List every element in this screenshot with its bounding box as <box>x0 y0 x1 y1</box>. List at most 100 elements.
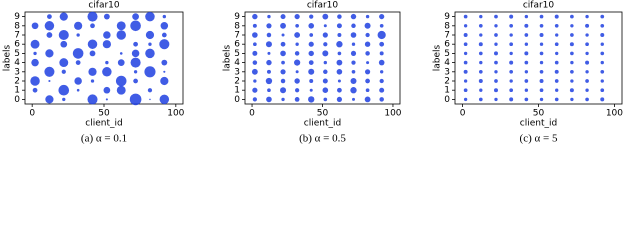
bubble <box>102 67 112 77</box>
bubble <box>30 39 40 49</box>
y-tick-label: 2 <box>444 77 450 87</box>
bubble <box>308 60 314 65</box>
bubble <box>554 14 559 19</box>
bubble <box>323 97 328 102</box>
bubble <box>365 88 370 93</box>
bubble <box>322 78 328 84</box>
bubble <box>30 76 40 86</box>
bubble <box>365 14 370 19</box>
bubble <box>364 96 371 103</box>
bubble <box>494 97 498 102</box>
bubble <box>509 60 514 65</box>
bubble <box>33 51 37 56</box>
bubble <box>74 77 82 85</box>
bubble <box>524 60 529 65</box>
bubble <box>87 39 98 49</box>
bubble <box>379 97 384 102</box>
bubble <box>280 69 286 75</box>
bubble <box>103 13 110 20</box>
y-tick-label: 8 <box>234 21 240 31</box>
bubble <box>337 33 342 37</box>
bubble <box>87 11 98 22</box>
bubble <box>463 88 468 93</box>
chart-title: cifar10 <box>307 1 339 11</box>
x-tick-label: 50 <box>317 109 329 119</box>
y-tick-label: 7 <box>234 31 240 41</box>
chart-title: cifar10 <box>88 1 120 11</box>
bubble <box>103 86 111 94</box>
x-tick-label: 0 <box>29 109 35 119</box>
bubble <box>266 69 271 74</box>
bubble <box>570 51 574 56</box>
bubble <box>281 60 285 65</box>
bubble <box>294 14 300 20</box>
bubble <box>570 14 574 19</box>
bubble <box>377 30 386 40</box>
bubble <box>131 49 140 58</box>
bubble <box>132 13 139 20</box>
y-tick-label: 4 <box>234 58 240 68</box>
bubble <box>47 14 52 19</box>
bubble <box>252 23 257 28</box>
y-tick-label: 6 <box>14 40 20 50</box>
bubble <box>554 42 559 47</box>
bubble <box>90 79 95 83</box>
bubble <box>160 76 169 86</box>
bubble <box>539 14 544 19</box>
bubble <box>322 87 329 94</box>
bubble <box>265 41 272 48</box>
bubble <box>463 69 468 74</box>
bubble <box>88 67 97 76</box>
bubble <box>280 41 286 47</box>
x-axis-label: client_id <box>85 119 122 129</box>
y-tick-label: 3 <box>14 67 20 77</box>
bubble <box>308 50 314 57</box>
bubble <box>570 97 574 102</box>
bubble <box>524 33 529 37</box>
bubble <box>539 69 544 74</box>
bubble <box>351 60 356 65</box>
bubble <box>337 51 342 56</box>
bubble <box>585 79 589 83</box>
bubble <box>524 97 529 102</box>
y-tick-label: 0 <box>14 95 20 105</box>
bubble <box>600 33 605 37</box>
bubble <box>72 48 84 59</box>
bubble <box>60 40 68 48</box>
bubble <box>252 50 258 56</box>
y-tick-label: 8 <box>14 21 20 31</box>
bubble <box>463 24 468 28</box>
bubble <box>478 79 483 83</box>
bubble <box>524 79 529 83</box>
bubble <box>294 78 300 84</box>
bubble <box>479 33 483 37</box>
bubble <box>133 78 138 84</box>
bubble <box>44 21 55 31</box>
bubble <box>350 32 357 38</box>
bubble <box>253 42 257 47</box>
bubble <box>494 88 498 93</box>
bubble <box>337 87 342 93</box>
bubble <box>323 42 328 47</box>
bubble <box>252 87 258 93</box>
x-tick-label: 100 <box>384 109 401 119</box>
bubble <box>585 33 589 37</box>
x-tick-label: 100 <box>606 109 623 119</box>
y-tick-label: 5 <box>444 49 450 59</box>
bubble <box>352 97 355 101</box>
bubble <box>295 70 299 74</box>
bubble <box>555 33 559 37</box>
bubble <box>494 14 498 19</box>
bubble <box>494 79 498 83</box>
x-axis-label: client_id <box>304 119 341 129</box>
y-tick-label: 1 <box>444 86 450 96</box>
y-axis-label: labels <box>3 44 13 71</box>
bubble <box>162 14 167 19</box>
bubble <box>463 14 468 19</box>
bubble <box>463 42 468 47</box>
bubble <box>44 66 55 77</box>
bubble <box>365 51 370 56</box>
bubble <box>585 42 589 47</box>
bubble <box>509 97 514 102</box>
bubble <box>463 79 468 83</box>
